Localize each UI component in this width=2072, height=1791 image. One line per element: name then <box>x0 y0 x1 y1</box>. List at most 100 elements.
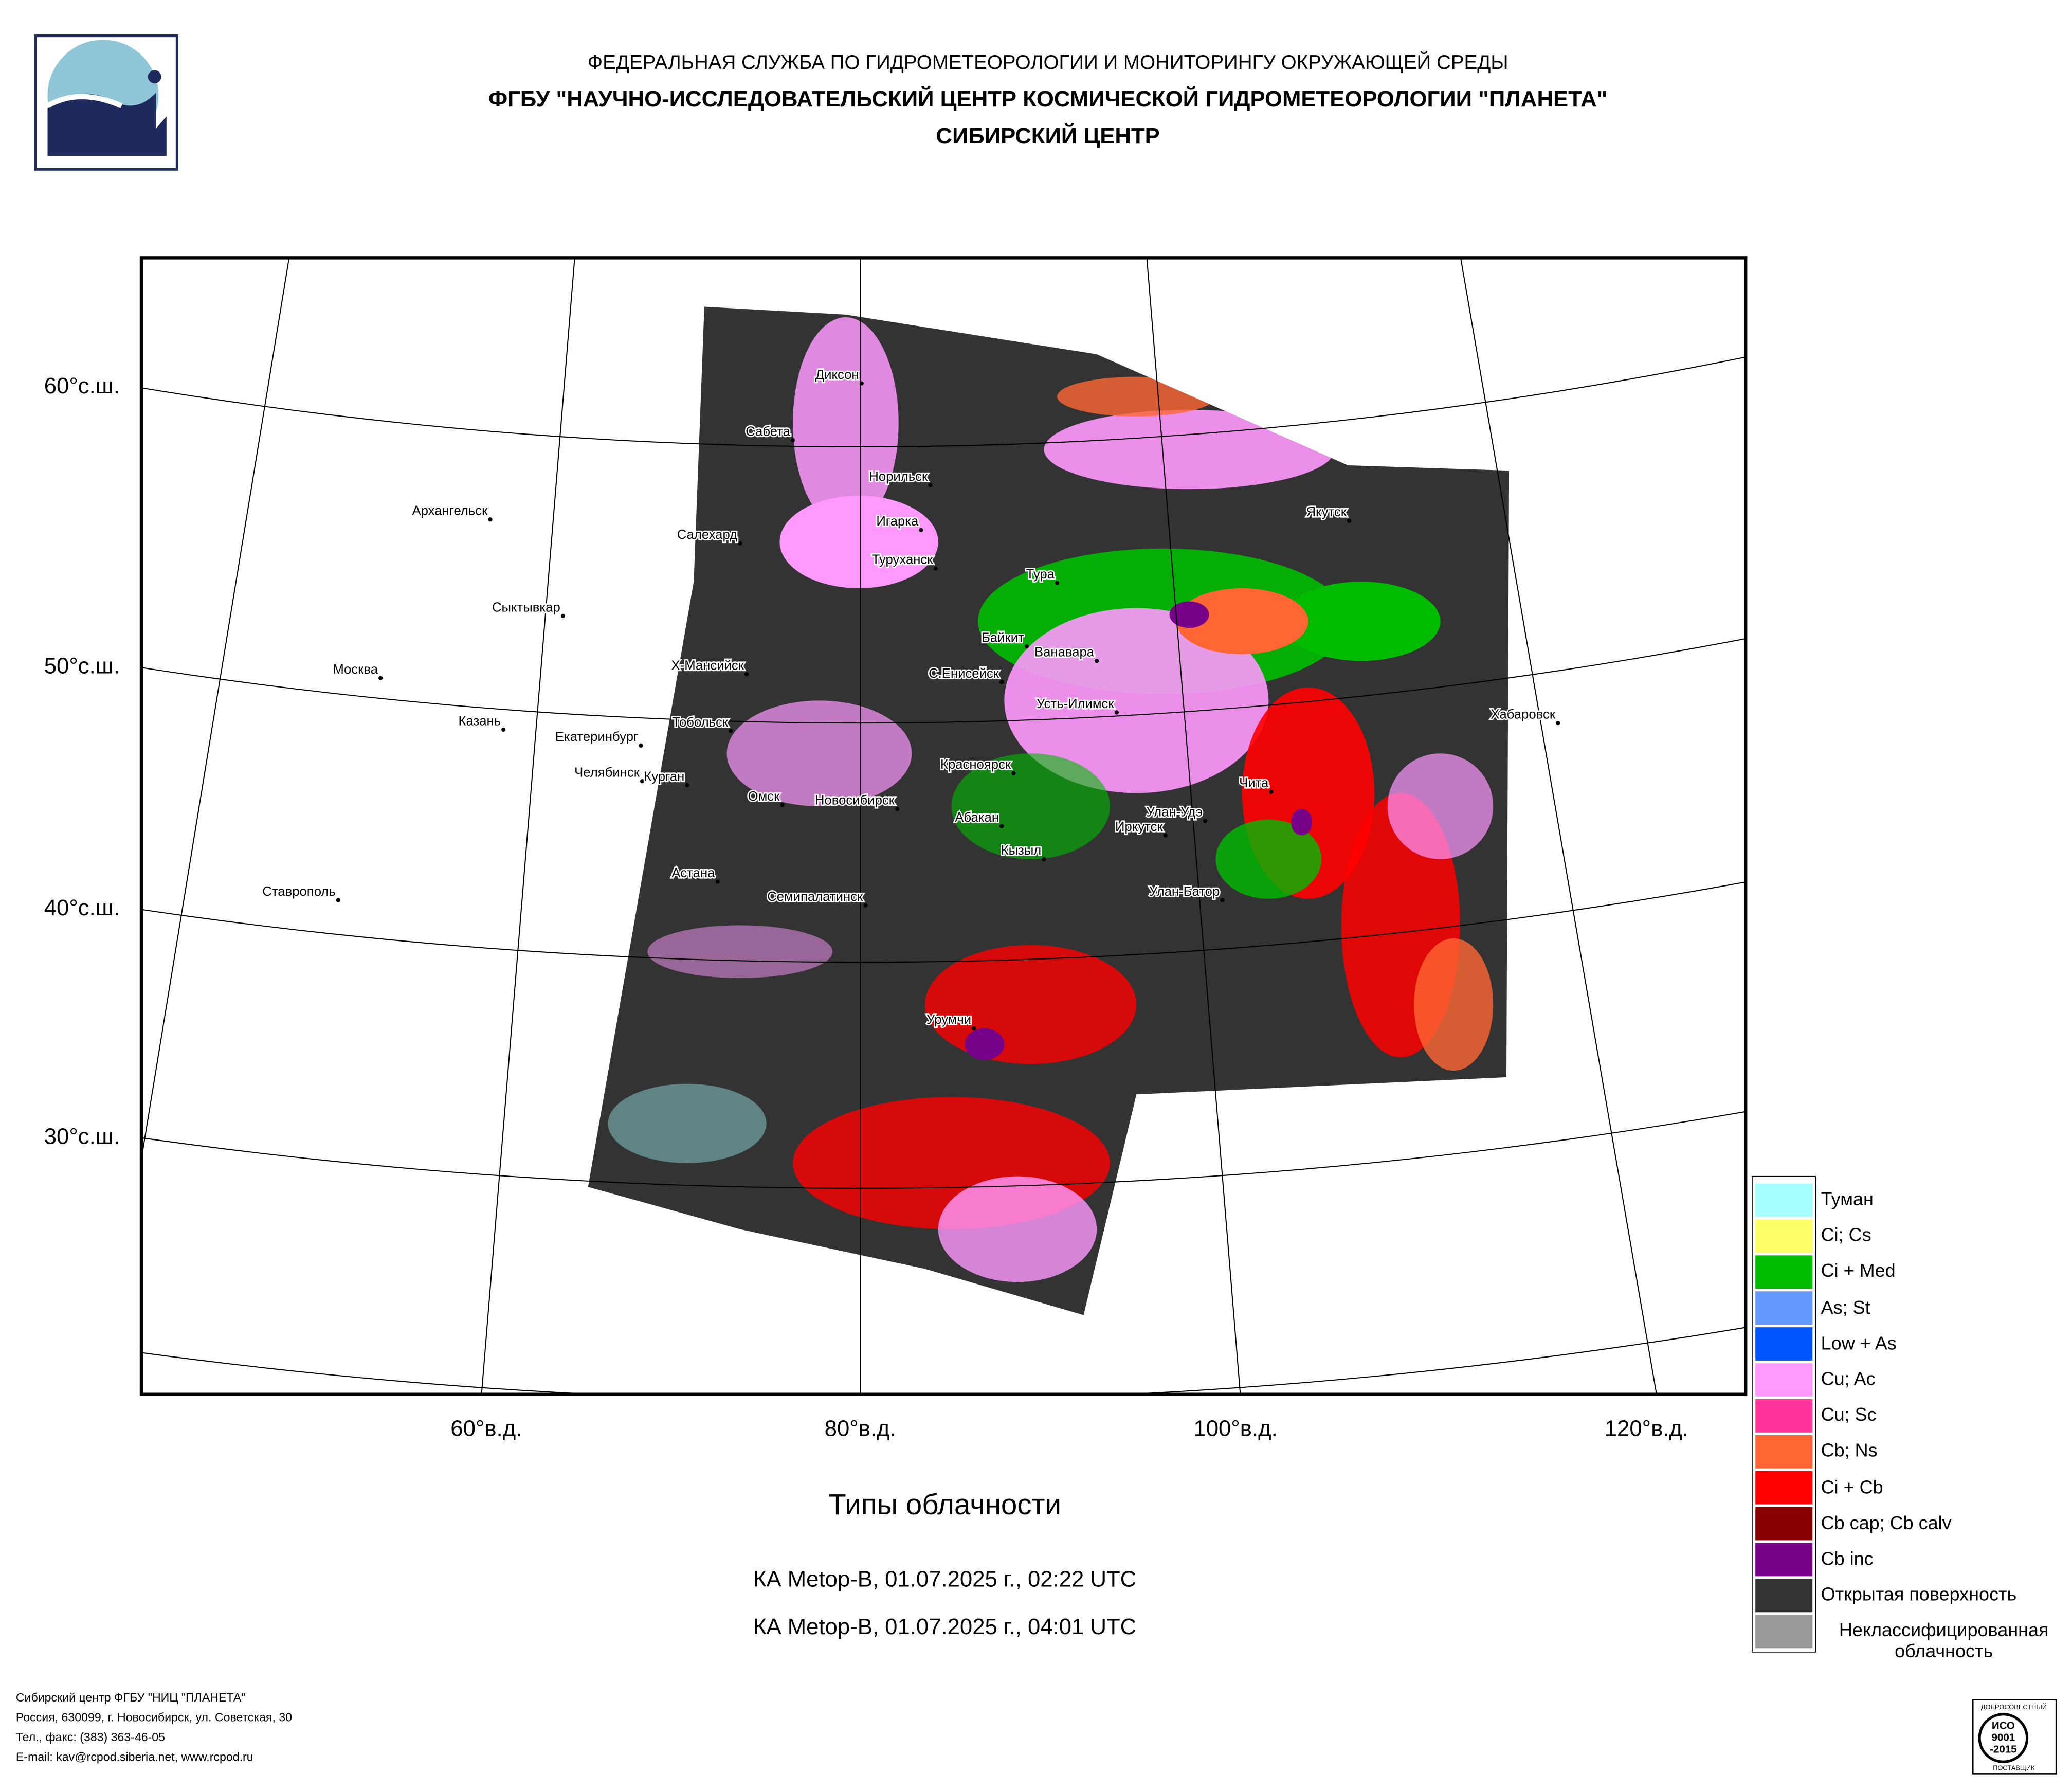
city-label: Тура <box>1026 567 1055 582</box>
city-label: С.Енисейск <box>929 666 999 681</box>
legend-label-box: Cb cap; Cb calv <box>1821 1512 1952 1533</box>
legend-label: Cb; Ns <box>1821 1440 1878 1461</box>
iso-text: -2015 <box>1990 1744 2017 1756</box>
legend-label: Открытая поверхность <box>1821 1583 2017 1605</box>
map-title: Типы облачности <box>828 1488 1061 1521</box>
city-label: Семипалатинск <box>767 890 863 904</box>
legend-swatch <box>1754 1434 1814 1470</box>
legend-swatch <box>1754 1362 1814 1398</box>
legend-label: Ci + Med <box>1821 1260 1896 1281</box>
header-line: ФГБУ "НАУЧНО-ИССЛЕДОВАТЕЛЬСКИЙ ЦЕНТР КОС… <box>488 85 1608 112</box>
city-dot <box>1114 710 1119 715</box>
city-dot <box>336 898 341 902</box>
pass-info: КА Metop-B, 01.07.2025 г., 04:01 UTC <box>753 1614 1136 1639</box>
city-dot <box>378 676 383 680</box>
city-label: Диксон <box>815 368 859 382</box>
legend-swatch <box>1754 1398 1814 1434</box>
footer-line: Тел., факс: (383) 363-46-05 <box>16 1730 165 1744</box>
city-dot <box>729 729 733 733</box>
city-dot <box>928 483 933 487</box>
city-label: Ванавара <box>1034 645 1095 660</box>
longitude-label: 100°в.д. <box>1193 1416 1277 1441</box>
city-label: Чита <box>1239 776 1269 790</box>
city-label: Ставрополь <box>262 884 336 899</box>
city-dot <box>685 783 689 788</box>
iso-text: ДОБРОСОВЕСТНЫЙ <box>1981 1703 2047 1711</box>
legend-label-box: Cb inc <box>1821 1547 1874 1569</box>
legend-label-box: Cu; Sc <box>1821 1404 1877 1425</box>
city-dot <box>790 438 795 443</box>
legend-label: Cb inc <box>1821 1547 1874 1569</box>
city-dot <box>999 824 1004 828</box>
legend-swatch <box>1754 1218 1814 1254</box>
city-dot <box>859 381 864 386</box>
city-label: Екатеринбург <box>555 730 639 744</box>
legend-swatch <box>1754 1290 1814 1326</box>
legend: Туман Ci; Cs Ci + Med As; St Low + As Cu; Ac C… <box>1752 1175 2049 1662</box>
city-dot <box>640 779 645 784</box>
latitude-label: 30°с.ш. <box>44 1124 120 1149</box>
legend-swatch <box>1754 1542 1814 1578</box>
legend-label: Ci + Cb <box>1821 1476 1883 1497</box>
city-label: Тобольск <box>672 715 729 730</box>
city-dot <box>780 803 785 807</box>
legend-label-box: Неклассифицированная облачность <box>1839 1619 2049 1662</box>
map-area <box>141 258 1746 1395</box>
legend-swatch <box>1754 1326 1814 1362</box>
city-label: Сыктывкар <box>492 600 560 614</box>
city-label: Казань <box>458 714 501 728</box>
city-dot <box>1269 789 1274 794</box>
latitude-label: 40°с.ш. <box>44 895 120 920</box>
city-dot <box>999 680 1004 684</box>
logo <box>34 34 178 171</box>
legend-label-box: Туман <box>1821 1188 1874 1209</box>
footer-line: Сибирский центр ФГБУ "НИЦ "ПЛАНЕТА" <box>16 1691 246 1704</box>
legend-label: Ci; Cs <box>1821 1224 1871 1245</box>
city-label: Сабета <box>746 424 790 439</box>
city-dot <box>560 613 565 619</box>
city-label: Х-Мансийск <box>671 658 744 673</box>
legend-label: Туман <box>1821 1188 1874 1209</box>
city-dot <box>1011 771 1016 775</box>
iso-text: 9001 <box>1991 1731 2015 1743</box>
graticule <box>141 258 1746 1395</box>
longitude-label: 80°в.д. <box>825 1416 896 1441</box>
city-label: Астана <box>671 866 715 880</box>
city-dot <box>895 807 900 811</box>
iso-badge: ДОБРОСОВЕСТНЫЙ ИСО 9001 -2015 ПОСТАВЩИК <box>1972 1699 2057 1775</box>
latitude-label: 60°с.ш. <box>44 373 120 399</box>
city-dot <box>863 903 868 908</box>
city-dot <box>972 1026 976 1030</box>
city-label: Салехард <box>677 528 737 542</box>
longitude-label: 60°в.д. <box>450 1416 522 1441</box>
iso-text: ПОСТАВЩИК <box>1993 1764 2035 1771</box>
city-dot <box>1024 644 1029 649</box>
legend-label-box: Low + As <box>1821 1332 1897 1353</box>
city-label: Москва <box>333 662 378 677</box>
header-line: СИБИРСКИЙ ЦЕНТР <box>936 122 1159 149</box>
legend-label: Cu; Sc <box>1821 1404 1877 1425</box>
city-label: Челябинск <box>574 766 640 780</box>
legend-swatch <box>1754 1506 1814 1542</box>
city-label: Иркутск <box>1115 820 1163 834</box>
city-label: Усть-Илимск <box>1037 697 1114 711</box>
city-label: Байкит <box>982 630 1024 645</box>
city-dot <box>1042 857 1046 861</box>
legend-label-box: As; St <box>1821 1296 1870 1317</box>
legend-label-box: Ci + Med <box>1821 1260 1896 1281</box>
city-dot <box>1055 581 1060 585</box>
city-label: Архангельск <box>412 504 488 518</box>
footer-line: Россия, 630099, г. Новосибирск, ул. Сове… <box>16 1711 292 1724</box>
legend-label-box: Открытая поверхность <box>1821 1583 2017 1605</box>
city-dot <box>1556 720 1560 726</box>
city-dot <box>1220 898 1225 902</box>
city-label: Туруханск <box>872 553 934 567</box>
city-label: Норильск <box>869 469 928 484</box>
city-label: Абакан <box>955 810 999 825</box>
legend-label: Неклассифицированная облачность <box>1839 1619 2049 1662</box>
legend-swatch <box>1754 1182 1814 1218</box>
city-label: Новосибирск <box>815 793 895 808</box>
city-dot <box>501 727 506 732</box>
city-label: Красноярск <box>940 757 1011 772</box>
longitude-label: 120°в.д. <box>1605 1416 1688 1441</box>
